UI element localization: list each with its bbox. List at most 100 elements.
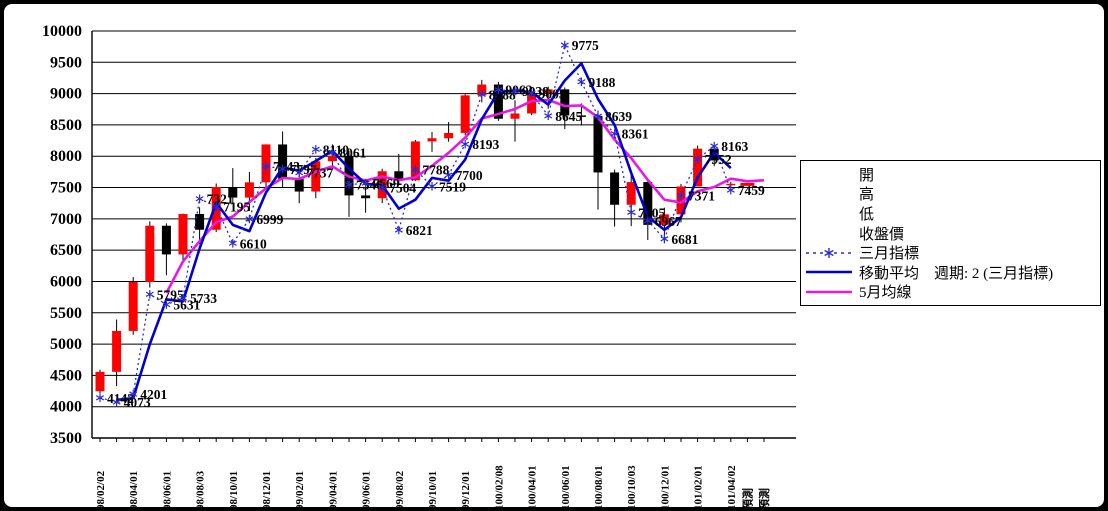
- candle-body[interactable]: [593, 115, 603, 173]
- legend-item-0[interactable]: 開: [803, 165, 1098, 184]
- data-point-label: 7952: [705, 152, 732, 167]
- stock-chart-canvas[interactable]: 3500 4000 4500 5000 5500 6000 6500 7000 7500 8000…: [4, 4, 1108, 511]
- asterisk-marker[interactable]: [261, 163, 271, 169]
- candle-body[interactable]: [444, 132, 454, 139]
- candle-body[interactable]: [626, 182, 636, 205]
- data-point-label: 8163: [721, 139, 748, 154]
- data-point-label: 7371: [688, 189, 715, 204]
- candle-body[interactable]: [244, 182, 254, 198]
- asterisk-marker[interactable]: [378, 184, 387, 190]
- legend-item-3[interactable]: 收盤價: [803, 224, 1098, 243]
- legend-item-6[interactable]: 5月均線: [803, 282, 1098, 301]
- candle-body[interactable]: [543, 89, 553, 94]
- asterisk-marker[interactable]: [394, 227, 403, 233]
- asterisk-marker[interactable]: [95, 395, 105, 401]
- y-axis-tick-label: 5500: [50, 305, 82, 322]
- candle-body[interactable]: [294, 178, 304, 192]
- candle-body[interactable]: [228, 186, 238, 198]
- asterisk-marker[interactable]: [278, 166, 287, 172]
- asterisk-marker[interactable]: [627, 209, 636, 215]
- asterisk-marker[interactable]: [295, 170, 304, 176]
- asterisk-marker[interactable]: [494, 87, 503, 93]
- asterisk-marker[interactable]: [660, 236, 669, 242]
- legend-item-2[interactable]: 低: [803, 204, 1098, 223]
- asterisk-marker[interactable]: [212, 203, 221, 210]
- asterisk-marker[interactable]: [178, 295, 188, 301]
- candle-body[interactable]: [460, 95, 470, 133]
- y-axis-tick-label: 4500: [50, 367, 82, 384]
- candle-body[interactable]: [178, 214, 188, 255]
- asterisk-marker[interactable]: [577, 79, 586, 85]
- asterisk-marker[interactable]: [693, 156, 702, 162]
- candle-body[interactable]: [410, 141, 420, 181]
- asterisk-marker[interactable]: [477, 91, 486, 98]
- asterisk-marker[interactable]: [195, 196, 204, 202]
- asterisk-marker[interactable]: [527, 90, 536, 96]
- candle-body[interactable]: [145, 225, 155, 282]
- candle-body[interactable]: [576, 115, 586, 117]
- candle-body[interactable]: [477, 84, 487, 96]
- asterisk-marker[interactable]: [444, 172, 453, 178]
- candle-body[interactable]: [659, 214, 669, 225]
- legend-item-5[interactable]: 移動平均 週期: 2 (三月指標): [803, 263, 1098, 282]
- asterisk-marker[interactable]: [311, 146, 320, 153]
- legend-item-label: 三月指標: [859, 246, 920, 263]
- candle-body[interactable]: [676, 186, 686, 215]
- asterisk-marker[interactable]: [610, 130, 619, 137]
- legend-item-4[interactable]: 三月指標: [803, 243, 1098, 262]
- candle-body[interactable]: [527, 93, 537, 114]
- legend-line-icon: [805, 264, 853, 280]
- candle-body[interactable]: [726, 183, 736, 186]
- candle-body[interactable]: [327, 155, 337, 162]
- asterisk-marker[interactable]: [112, 399, 121, 405]
- asterisk-marker[interactable]: [593, 113, 603, 119]
- series-line[interactable]: [165, 98, 765, 294]
- candle-body[interactable]: [128, 281, 138, 331]
- asterisk-marker[interactable]: [344, 181, 354, 188]
- asterisk-marker[interactable]: [328, 149, 337, 156]
- data-point-label: 5631: [173, 298, 200, 313]
- asterisk-marker[interactable]: [228, 240, 237, 246]
- asterisk-marker[interactable]: [129, 391, 138, 397]
- asterisk-marker[interactable]: [145, 291, 154, 297]
- asterisk-marker[interactable]: [245, 216, 254, 222]
- candle-body[interactable]: [643, 182, 653, 225]
- chart-legend[interactable]: 開高低收盤價三月指標 移動平均 週期: 2 (三月指標) 5月均線: [800, 160, 1101, 306]
- candle-body[interactable]: [493, 84, 503, 119]
- series-line[interactable]: [116, 62, 732, 402]
- asterisk-marker[interactable]: [411, 166, 420, 173]
- candle-body[interactable]: [278, 144, 288, 179]
- candle-body[interactable]: [361, 195, 371, 199]
- candle-body[interactable]: [95, 371, 105, 392]
- candle-body[interactable]: [195, 214, 205, 230]
- asterisk-marker[interactable]: [726, 187, 735, 193]
- candle-body[interactable]: [560, 89, 570, 116]
- data-point-label: 7321: [207, 192, 234, 207]
- asterisk-marker[interactable]: [461, 141, 470, 147]
- data-point-label: 7700: [456, 168, 483, 183]
- data-point-label: 7788: [422, 163, 449, 178]
- asterisk-marker[interactable]: [560, 42, 569, 48]
- x-axis-tick-label: 100/06/01: [560, 465, 572, 510]
- candle-body[interactable]: [510, 113, 520, 119]
- candle-body[interactable]: [112, 330, 122, 372]
- candle-body[interactable]: [311, 161, 321, 192]
- asterisk-marker[interactable]: [544, 113, 553, 119]
- x-axis-tick-label: 99/02/01: [294, 471, 306, 510]
- candle-body[interactable]: [610, 172, 620, 205]
- asterisk-marker[interactable]: [710, 143, 719, 149]
- x-axis-tick-label: 100/04/01: [527, 465, 539, 510]
- asterisk-marker[interactable]: [510, 88, 520, 94]
- asterisk-marker[interactable]: [643, 218, 652, 224]
- asterisk-marker[interactable]: [361, 180, 370, 186]
- x-axis-tick-label: 101/04/02: [726, 465, 738, 510]
- candle-body[interactable]: [161, 225, 171, 255]
- candle-body[interactable]: [693, 148, 703, 187]
- asterisk-marker[interactable]: [162, 301, 171, 308]
- candle-body[interactable]: [394, 171, 404, 181]
- legend-item-1[interactable]: 高: [803, 184, 1098, 203]
- asterisk-marker[interactable]: [427, 183, 437, 190]
- asterisk-marker[interactable]: [676, 192, 686, 199]
- x-axis-tick-label: 98/04/01: [128, 471, 140, 510]
- candle-body[interactable]: [427, 138, 437, 142]
